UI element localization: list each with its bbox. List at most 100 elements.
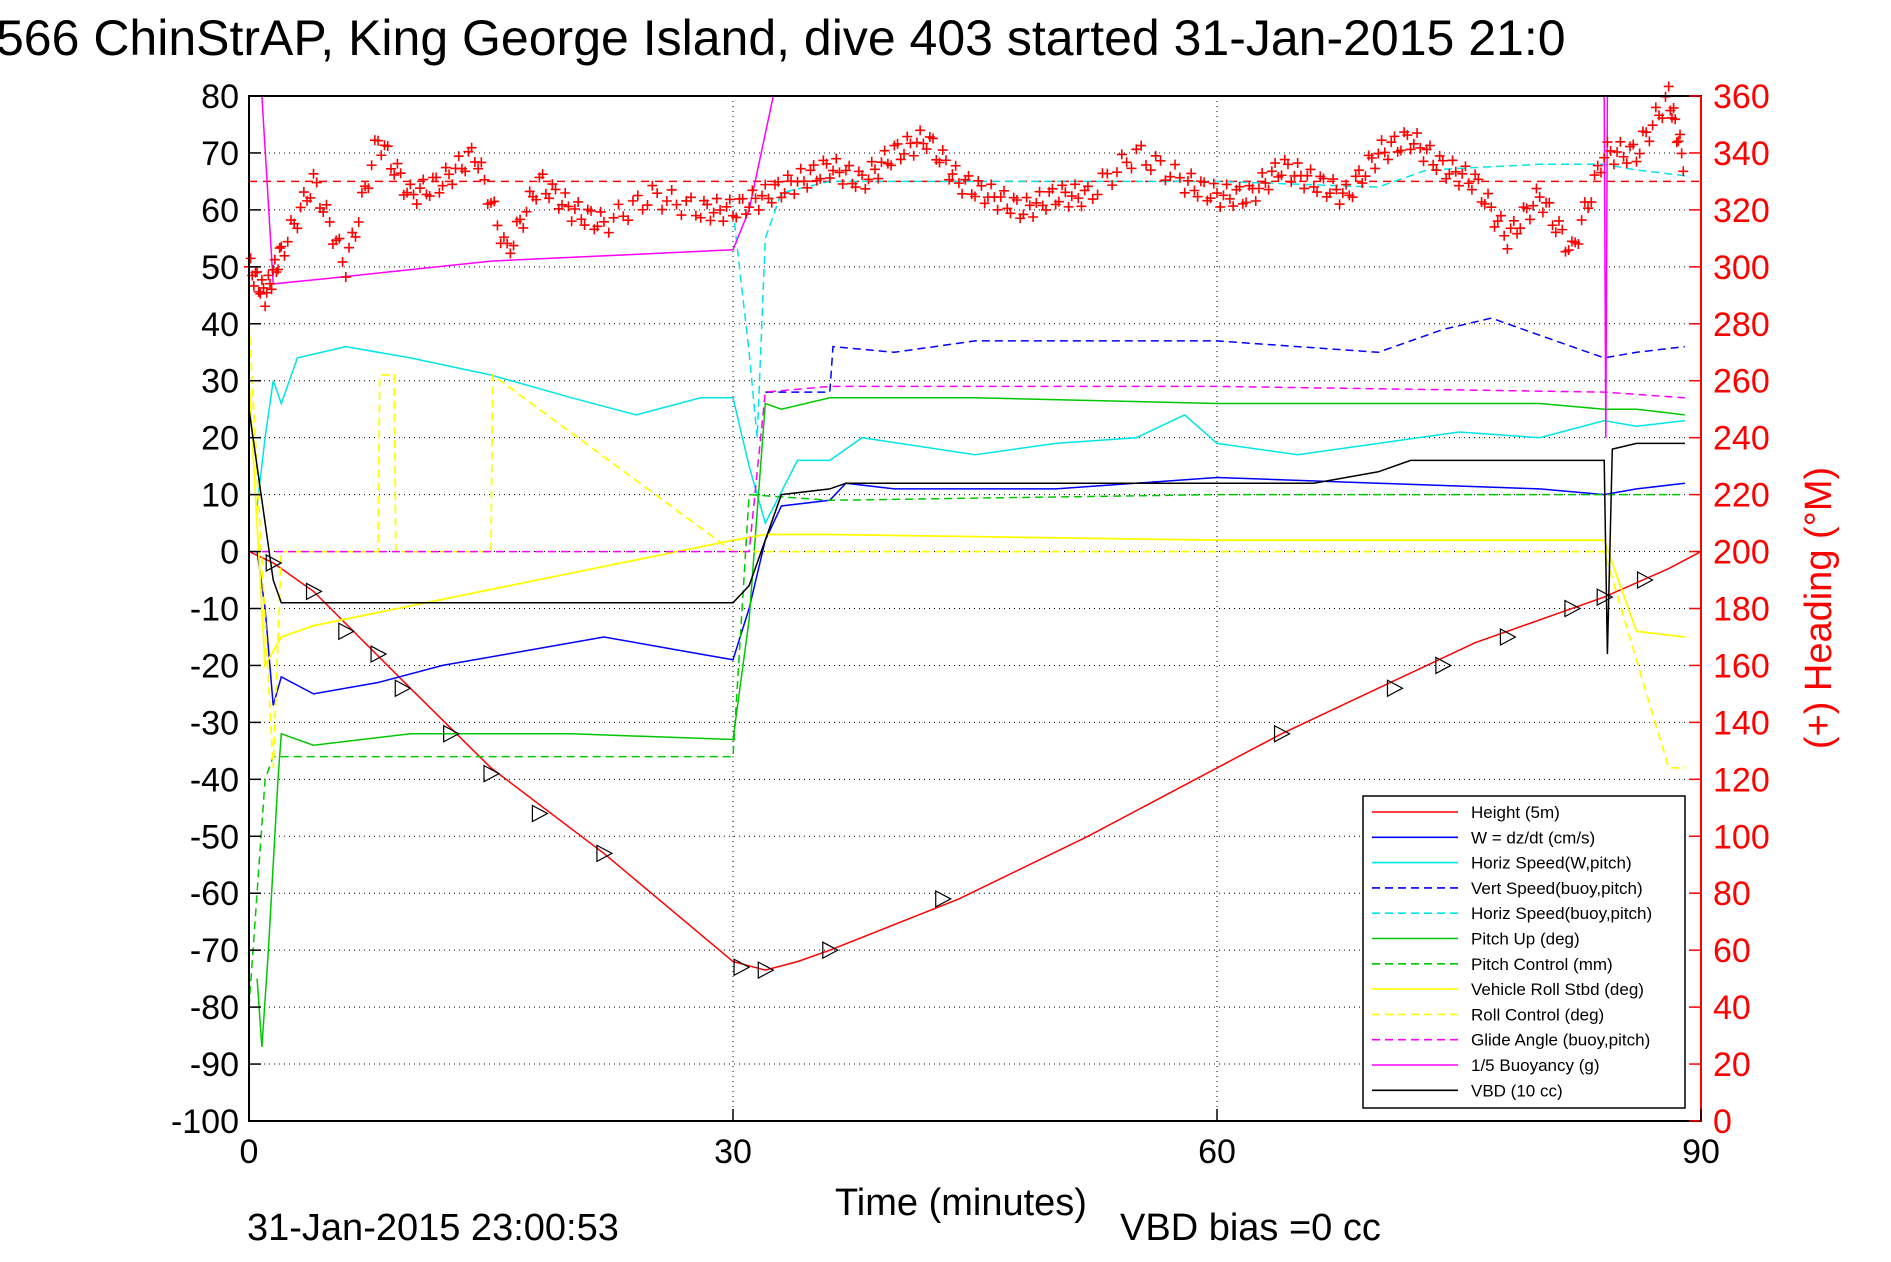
series-pitch-control-mm: [248, 493, 1685, 1008]
heading-point: [1063, 201, 1074, 212]
descent-marker: [305, 582, 323, 601]
heading-point: [879, 145, 890, 156]
heading-point: [1592, 160, 1603, 171]
heading-point: [260, 301, 271, 312]
heading-point: [1341, 179, 1352, 190]
descent-marker: [531, 804, 549, 823]
heading-point: [702, 199, 713, 210]
heading-point: [264, 278, 275, 289]
heading-point: [1107, 180, 1118, 191]
heading-point: [556, 199, 567, 210]
heading-point: [547, 179, 558, 190]
left-tick-label: 50: [201, 249, 239, 287]
heading-point: [1179, 187, 1190, 198]
heading-point: [740, 209, 751, 220]
heading-point: [844, 160, 855, 171]
series-glide-angle-buoy-pitch: [249, 385, 1685, 553]
heading-point: [366, 160, 377, 171]
series-roll-control-deg: [248, 323, 1685, 769]
heading-point: [376, 150, 387, 161]
heading-point: [1155, 155, 1166, 166]
heading-point: [1165, 171, 1176, 182]
heading-point: [392, 158, 403, 169]
heading-point: [1241, 197, 1252, 208]
heading-point: [711, 193, 722, 204]
heading-point: [1116, 149, 1127, 160]
heading-point: [1282, 159, 1293, 170]
heading-point: [524, 186, 535, 197]
heading-point: [1550, 227, 1561, 238]
left-tick-label: 30: [201, 363, 239, 401]
heading-point: [1221, 179, 1232, 190]
heading-point: [779, 187, 790, 198]
heading-point: [686, 192, 697, 203]
right-tick-label: 180: [1713, 591, 1770, 629]
descent-marker: [1499, 627, 1517, 646]
heading-point: [1547, 220, 1558, 231]
heading-point: [544, 193, 555, 204]
heading-point: [344, 242, 355, 253]
heading-point: [1224, 193, 1235, 204]
heading-point: [437, 180, 448, 191]
heading-point: [373, 135, 384, 146]
heading-point: [815, 173, 826, 184]
series-1-5-buoyancy-g: [261, 95, 1609, 438]
heading-point: [1034, 186, 1045, 197]
heading-point: [279, 250, 290, 261]
heading-point: [950, 160, 961, 171]
heading-point: [1253, 183, 1264, 194]
legend-label: 1/5 Buoyancy (g): [1471, 1056, 1600, 1075]
heading-point: [757, 190, 768, 201]
series-pitch-up-deg: [256, 397, 1685, 1048]
x-axis-ticks: 0 30 60 90: [240, 1109, 1720, 1171]
heading-point: [1057, 180, 1068, 191]
series-heading-markers: [244, 81, 1689, 312]
right-tick-label: 120: [1713, 761, 1770, 799]
heading-point: [876, 157, 887, 168]
heading-point: [953, 178, 964, 189]
left-tick-label: -70: [190, 932, 239, 970]
heading-point: [718, 216, 729, 227]
right-tick-label: 220: [1713, 477, 1770, 515]
right-tick-label: 40: [1713, 989, 1751, 1027]
heading-point: [908, 150, 919, 161]
heading-point: [1424, 140, 1435, 151]
heading-point: [356, 187, 367, 198]
heading-point: [715, 205, 726, 216]
heading-point: [657, 204, 668, 215]
heading-point: [1647, 120, 1658, 131]
heading-point: [1270, 158, 1281, 169]
heading-point: [1263, 184, 1274, 195]
heading-point: [1205, 193, 1216, 204]
heading-point: [586, 205, 597, 216]
heading-point: [1563, 245, 1574, 256]
heading-point: [1668, 102, 1679, 113]
heading-point: [1447, 155, 1458, 166]
heading-point: [1066, 191, 1077, 202]
series-w-dz-dt-cm-s: [256, 476, 1685, 706]
heading-point: [1557, 224, 1568, 235]
heading-point: [579, 220, 590, 231]
heading-point: [1470, 169, 1481, 180]
heading-point: [666, 184, 677, 195]
heading-point: [1483, 188, 1494, 199]
heading-point: [1302, 170, 1313, 181]
heading-point: [389, 169, 400, 180]
legend-label: Vert Speed(buoy,pitch): [1471, 879, 1643, 898]
heading-point: [1126, 163, 1137, 174]
heading-point: [444, 169, 455, 180]
heading-point: [724, 194, 735, 205]
descent-marker: [443, 724, 460, 743]
heading-point: [1586, 197, 1597, 208]
heading-point: [1018, 209, 1029, 220]
heading-point: [690, 210, 701, 221]
heading-point: [1334, 199, 1345, 210]
heading-point: [508, 240, 519, 251]
descent-marker: [338, 622, 356, 641]
heading-point: [1515, 223, 1526, 234]
heading-point: [1260, 177, 1271, 188]
heading-point: [866, 156, 877, 167]
heading-point: [1087, 194, 1098, 205]
x-tick-label: 90: [1682, 1133, 1720, 1171]
